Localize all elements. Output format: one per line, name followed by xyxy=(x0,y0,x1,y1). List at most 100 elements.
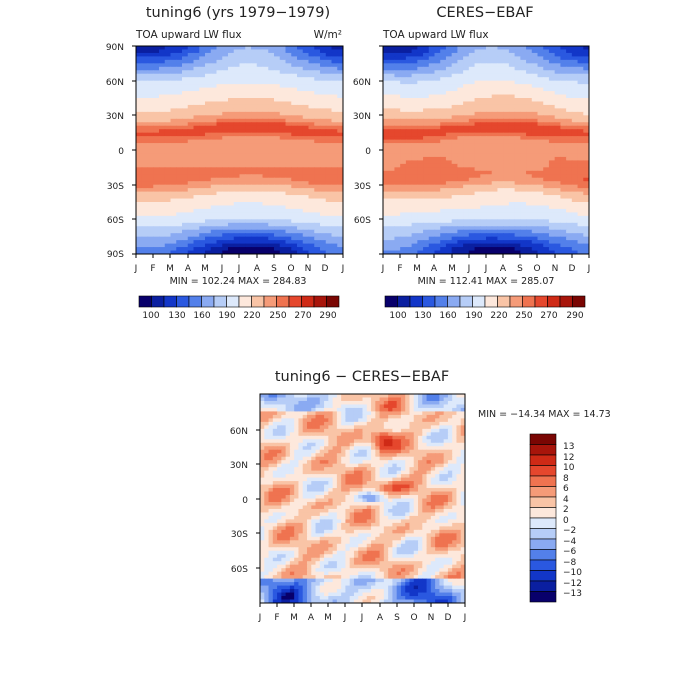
field-cell xyxy=(388,208,396,213)
field-cell xyxy=(274,118,281,123)
field-cell xyxy=(182,80,189,85)
field-cell xyxy=(451,80,458,85)
diff-cell xyxy=(413,418,419,423)
field-cell xyxy=(308,77,315,82)
field-cell xyxy=(480,163,487,168)
field-cell xyxy=(279,243,287,248)
field-cell xyxy=(153,226,160,231)
diff-cell xyxy=(268,425,274,430)
field-cell xyxy=(566,63,573,68)
field-cell xyxy=(514,84,521,89)
field-cell xyxy=(297,202,304,207)
field-cell xyxy=(153,136,160,141)
field-cell xyxy=(383,163,390,168)
field-cell xyxy=(159,150,166,155)
field-cell xyxy=(388,63,396,68)
diff-cell xyxy=(379,397,385,402)
field-cell xyxy=(222,188,229,193)
field-cell xyxy=(136,191,143,196)
diff-cell xyxy=(285,421,291,426)
field-cell xyxy=(285,208,292,213)
field-cell xyxy=(176,202,183,207)
field-cell xyxy=(451,66,458,71)
field-cell xyxy=(543,208,550,213)
field-cell xyxy=(383,208,390,213)
field-cell xyxy=(136,98,143,103)
field-cell xyxy=(548,160,556,165)
field-cell xyxy=(164,181,172,186)
field-cell xyxy=(543,181,550,186)
field-cell xyxy=(285,174,292,179)
field-cell xyxy=(394,104,401,109)
field-cell xyxy=(239,184,246,189)
field-cell xyxy=(182,212,189,217)
field-cell xyxy=(440,156,447,161)
field-cell xyxy=(474,153,481,158)
field-cell xyxy=(256,167,264,172)
field-cell xyxy=(457,198,464,203)
field-cell xyxy=(405,240,413,245)
field-cell xyxy=(193,156,200,161)
field-cell xyxy=(400,118,407,123)
field-cell xyxy=(320,98,327,103)
field-cell xyxy=(262,136,269,141)
field-cell xyxy=(314,181,321,186)
field-cell xyxy=(480,205,487,210)
field-cell xyxy=(503,104,510,109)
field-cell xyxy=(543,129,550,134)
field-cell xyxy=(210,247,218,252)
field-cell xyxy=(497,77,504,82)
field-cell xyxy=(463,170,470,175)
field-cell xyxy=(514,208,521,213)
field-cell xyxy=(486,219,493,224)
field-cell xyxy=(222,52,229,57)
field-cell xyxy=(153,177,160,182)
field-cell xyxy=(451,243,458,248)
field-cell xyxy=(566,87,573,92)
field-cell xyxy=(554,94,561,99)
field-cell xyxy=(233,66,241,71)
field-cell xyxy=(164,150,172,155)
field-cell xyxy=(583,118,589,123)
field-cell xyxy=(577,63,584,68)
field-cell xyxy=(302,146,310,151)
field-cell xyxy=(560,150,567,155)
field-cell xyxy=(159,198,166,203)
field-cell xyxy=(514,98,521,103)
field-cell xyxy=(187,111,195,116)
field-cell xyxy=(508,136,516,141)
field-cell xyxy=(256,156,264,161)
diff-cell xyxy=(277,432,282,437)
field-cell xyxy=(554,73,561,78)
field-cell xyxy=(457,132,464,137)
field-cell xyxy=(308,87,315,92)
diff-cell xyxy=(435,418,440,423)
colorbar-swatch xyxy=(497,295,511,308)
diff-cell xyxy=(375,411,381,416)
diff-cell xyxy=(383,425,389,430)
field-cell xyxy=(451,181,458,186)
field-cell xyxy=(291,150,298,155)
diff-cell xyxy=(294,397,300,402)
field-cell xyxy=(279,236,287,241)
field-cell xyxy=(268,118,275,123)
field-cell xyxy=(182,46,189,51)
field-cell xyxy=(508,108,516,113)
field-cell xyxy=(440,174,447,179)
field-cell xyxy=(394,49,401,54)
diff-cell xyxy=(456,411,462,416)
field-cell xyxy=(337,91,343,96)
field-cell xyxy=(274,236,281,241)
diff-cell xyxy=(456,421,462,426)
field-cell xyxy=(571,111,579,116)
field-cell xyxy=(141,247,149,252)
field-cell xyxy=(520,146,527,151)
field-cell xyxy=(245,150,252,155)
field-cell xyxy=(216,250,223,254)
field-cell xyxy=(302,208,310,213)
field-cell xyxy=(170,118,177,123)
field-cell xyxy=(337,111,343,116)
field-cell xyxy=(468,170,476,175)
field-cell xyxy=(147,80,154,85)
field-cell xyxy=(262,240,269,245)
